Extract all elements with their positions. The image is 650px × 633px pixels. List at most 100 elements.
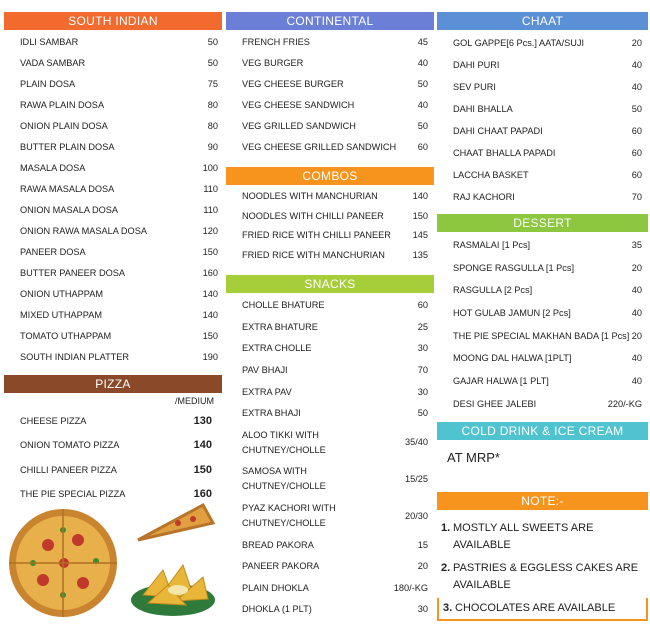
item-price: 40 [417, 100, 428, 110]
menu-item: DAHI PURI 40 [437, 54, 648, 76]
item-price: 40 [631, 375, 642, 386]
item-name: IDLI SAMBAR [20, 37, 79, 47]
item-price: 120 [202, 226, 218, 236]
menu-item: ONION MASALA DOSA 110 [4, 200, 222, 221]
item-name: CHEESE PIZZA [20, 415, 87, 426]
item-price: 60 [417, 142, 428, 152]
item-price: 150 [412, 210, 428, 221]
item-name: FRENCH FRIES [242, 37, 310, 47]
item-name: SEV PURI [453, 81, 496, 92]
menu-item: EXTRA BHAJI 50 [226, 403, 434, 425]
item-price: 20 [631, 262, 642, 273]
item-name: PANEER PAKORA [242, 561, 320, 572]
item-price: 135 [412, 249, 428, 260]
menu-item: RAJ KACHORI 70 [437, 186, 648, 208]
menu-section: SOUTH INDIAN IDLI SAMBAR 50 VADA SAMBAR 50 PL… [4, 12, 222, 368]
menu-item: CHEESE PIZZA 130 [4, 409, 222, 434]
item-name: ONION UTHAPPAM [20, 289, 104, 299]
section-header: SNACKS [226, 275, 434, 293]
item-price: 20 [631, 330, 642, 341]
item-list: CHEESE PIZZA 130 ONION TOMATO PIZZA 140 CHIL… [4, 407, 222, 507]
menu-item: FRIED RICE WITH CHILLI PANEER 145 [226, 226, 434, 246]
item-name: BUTTER PLAIN DOSA [20, 142, 115, 152]
note-number: 1. [441, 521, 451, 534]
item-name: EXTRA BHATURE [242, 321, 318, 332]
item-price: 50 [207, 58, 218, 68]
menu-item: SEV PURI 40 [437, 76, 648, 98]
menu-item: RASMALAI [1 Pcs] 35 [437, 234, 648, 257]
item-list: CHOLLE BHATURE 60 EXTRA BHATURE 25 EXTRA CHO… [226, 293, 434, 621]
item-name: GOL GAPPE[6 Pcs.] AATA/SUJI [453, 37, 585, 48]
item-name: PAV BHAJI [242, 365, 288, 376]
note-text: MOSTLY ALL SWEETS ARE AVAILABLE [453, 521, 594, 551]
menu-section: COLD DRINK & ICE CREAM AT MRP* [437, 421, 648, 474]
item-name: DAHI CHAAT PAPADI [453, 125, 543, 136]
item-list: FRENCH FRIES 45 VEG BURGER 40 VEG CHEESE BUR… [226, 30, 434, 158]
item-price: 20/30 [405, 510, 428, 521]
menu-item: PLAIN DHOKLA 180/-KG [226, 578, 434, 600]
item-price: 35/40 [405, 437, 428, 448]
menu-item: CHAAT BHALLA PAPADI 60 [437, 142, 648, 164]
item-name: SPONGE RASGULLA [1 Pcs] [453, 262, 575, 273]
item-name: RAJ KACHORI [453, 191, 515, 202]
menu-section: PIZZA/MEDIUM CHEESE PIZZA 130 ONION TOMATO … [4, 375, 222, 507]
item-name: MIXED UTHAPPAM [20, 310, 103, 320]
item-price: 50 [631, 103, 642, 114]
item-price: 50 [417, 79, 428, 89]
item-name: EXTRA BHAJI [242, 408, 301, 419]
item-price: 140 [202, 310, 218, 320]
item-name: DHOKLA (1 PLT) [242, 604, 312, 615]
menu-item: FRIED RICE WITH MANCHURIAN 135 [226, 246, 434, 266]
menu-item: ONION RAWA MASALA DOSA 120 [4, 221, 222, 242]
menu-item: RAWA MASALA DOSA 110 [4, 179, 222, 200]
item-name: VEG CHEESE BURGER [242, 79, 344, 89]
item-price: 15/25 [405, 473, 428, 484]
section-text: AT MRP* [447, 449, 500, 465]
item-name: ONION MASALA DOSA [20, 205, 119, 215]
menu-item: CHOLLE BHATURE 60 [226, 295, 434, 317]
menu-item: VEG CHEESE GRILLED SANDWICH 60 [226, 137, 434, 158]
item-name: FRIED RICE WITH MANCHURIAN [242, 249, 385, 260]
size-label: /MEDIUM [175, 396, 214, 406]
menu-item: RAWA PLAIN DOSA 80 [4, 95, 222, 116]
section-header: CHAAT [437, 12, 648, 30]
item-price: 140 [202, 289, 218, 299]
menu-item: PANEER DOSA 150 [4, 242, 222, 263]
item-name: SOUTH INDIAN PLATTER [20, 352, 130, 362]
item-price: 40 [631, 353, 642, 364]
item-price: 150 [202, 331, 218, 341]
item-name: DESI GHEE JALEBI [453, 398, 537, 409]
item-name: TOMATO UTHAPPAM [20, 331, 112, 341]
menu-item: SAMOSA WITH CHUTNEY/CHOLLE 15/25 [226, 461, 434, 498]
section-header: COLD DRINK & ICE CREAM [437, 421, 648, 440]
item-price: 75 [207, 79, 218, 89]
item-name: MASALA DOSA [20, 163, 86, 173]
item-name: FRIED RICE WITH CHILLI PANEER [242, 230, 391, 241]
menu-item: DAHI CHAAT PAPADI 60 [437, 120, 648, 142]
item-price: 60 [631, 147, 642, 158]
note-number: 3. [443, 601, 453, 614]
menu-item: PAV BHAJI 70 [226, 360, 434, 382]
item-price: 110 [203, 184, 218, 194]
section-header: SOUTH INDIAN [4, 12, 222, 30]
note-text: PASTRIES & EGGLESS CAKES ARE AVAILABLE [453, 561, 639, 591]
item-name: PYAZ KACHORI WITH CHUTNEY/CHOLLE [242, 503, 336, 529]
menu-item: DHOKLA (1 PLT) 30 [226, 599, 434, 621]
item-name: RASMALAI [1 Pcs] [453, 239, 531, 250]
menu-item: EXTRA BHATURE 25 [226, 317, 434, 339]
item-price: 140 [412, 191, 428, 202]
note: 1. MOSTLY ALL SWEETS ARE AVAILABLE [437, 510, 648, 556]
item-name: GAJAR HALWA [1 PLT] [453, 375, 549, 386]
item-name: PLAIN DOSA [20, 79, 76, 89]
menu-section: DESSERT RASMALAI [1 Pcs] 35 SPONGE RASGULLA… [437, 214, 648, 416]
item-price: 70 [417, 365, 428, 376]
menu-column: CHAAT GOL GAPPE[6 Pcs.] AATA/SUJI 20 DAHI P… [437, 12, 648, 621]
item-list: NOODLES WITH MANCHURIAN 140 NOODLES WITH C… [226, 185, 434, 265]
item-price: 80 [207, 121, 218, 131]
item-price: 145 [412, 230, 428, 241]
menu-item: THE PIE SPECIAL PIZZA 160 [4, 483, 222, 508]
item-name: PANEER DOSA [20, 247, 86, 257]
menu-section: NOTE:- 1. MOSTLY ALL SWEETS ARE AVAILABLE 2… [437, 491, 648, 621]
item-price: 30 [417, 343, 428, 354]
item-name: RASGULLA [2 Pcs] [453, 285, 533, 296]
